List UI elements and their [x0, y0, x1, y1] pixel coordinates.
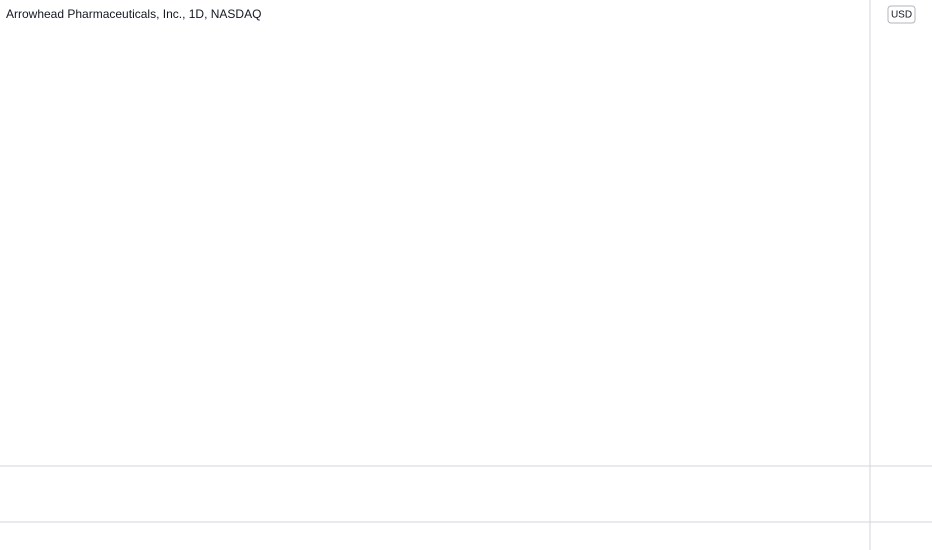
chart-title: Arrowhead Pharmaceuticals, Inc., 1D, NAS…: [6, 7, 261, 21]
currency[interactable]: USD: [891, 10, 912, 21]
currency-box[interactable]: [887, 5, 916, 24]
